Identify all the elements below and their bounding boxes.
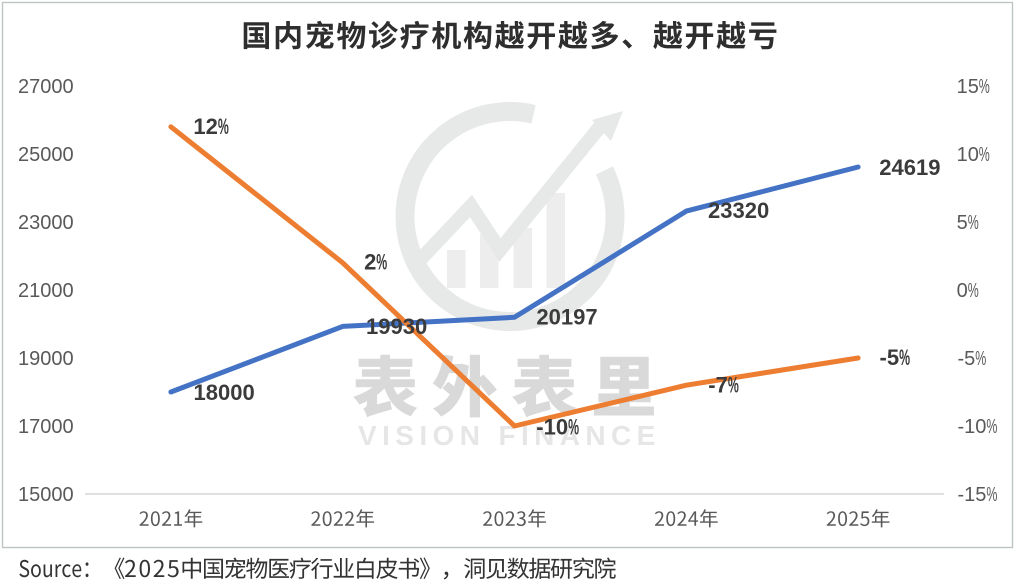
- svg-text:12: 12: [193, 114, 217, 139]
- svg-text:5: 5: [957, 212, 968, 234]
- svg-text:%: %: [218, 114, 229, 139]
- svg-text:21000: 21000: [18, 280, 74, 302]
- svg-text:2: 2: [364, 250, 376, 275]
- svg-text:0: 0: [957, 280, 968, 302]
- svg-text:-7: -7: [708, 372, 728, 397]
- svg-text:18000: 18000: [194, 380, 255, 405]
- svg-text:%: %: [979, 143, 990, 166]
- svg-text:%: %: [979, 75, 990, 98]
- svg-text:-5: -5: [880, 345, 900, 370]
- svg-text:10: 10: [957, 144, 979, 166]
- svg-text:%: %: [968, 279, 979, 302]
- svg-text:-15: -15: [958, 484, 987, 506]
- svg-text:19930: 19930: [366, 314, 427, 339]
- svg-text:%: %: [376, 250, 387, 275]
- svg-text:23320: 23320: [708, 198, 769, 223]
- svg-text:24619: 24619: [879, 155, 940, 180]
- svg-text:%: %: [899, 345, 910, 370]
- svg-text:15000: 15000: [18, 484, 74, 506]
- svg-text:20197: 20197: [536, 305, 597, 330]
- svg-text:VISION FINANCE: VISION FINANCE: [358, 420, 661, 451]
- svg-text:%: %: [986, 415, 997, 438]
- svg-text:19000: 19000: [18, 348, 74, 370]
- svg-text:%: %: [728, 373, 739, 398]
- svg-text:-5: -5: [958, 348, 976, 370]
- svg-text:15: 15: [957, 76, 979, 98]
- svg-text:-10: -10: [536, 414, 568, 439]
- svg-text:-10: -10: [958, 416, 987, 438]
- svg-text:%: %: [986, 483, 997, 506]
- svg-text:%: %: [975, 347, 986, 370]
- svg-text:%: %: [968, 211, 979, 234]
- svg-text:17000: 17000: [18, 416, 74, 438]
- svg-text:25000: 25000: [18, 144, 74, 166]
- svg-text:23000: 23000: [18, 212, 74, 234]
- svg-text:%: %: [568, 415, 579, 440]
- svg-text:27000: 27000: [18, 76, 74, 98]
